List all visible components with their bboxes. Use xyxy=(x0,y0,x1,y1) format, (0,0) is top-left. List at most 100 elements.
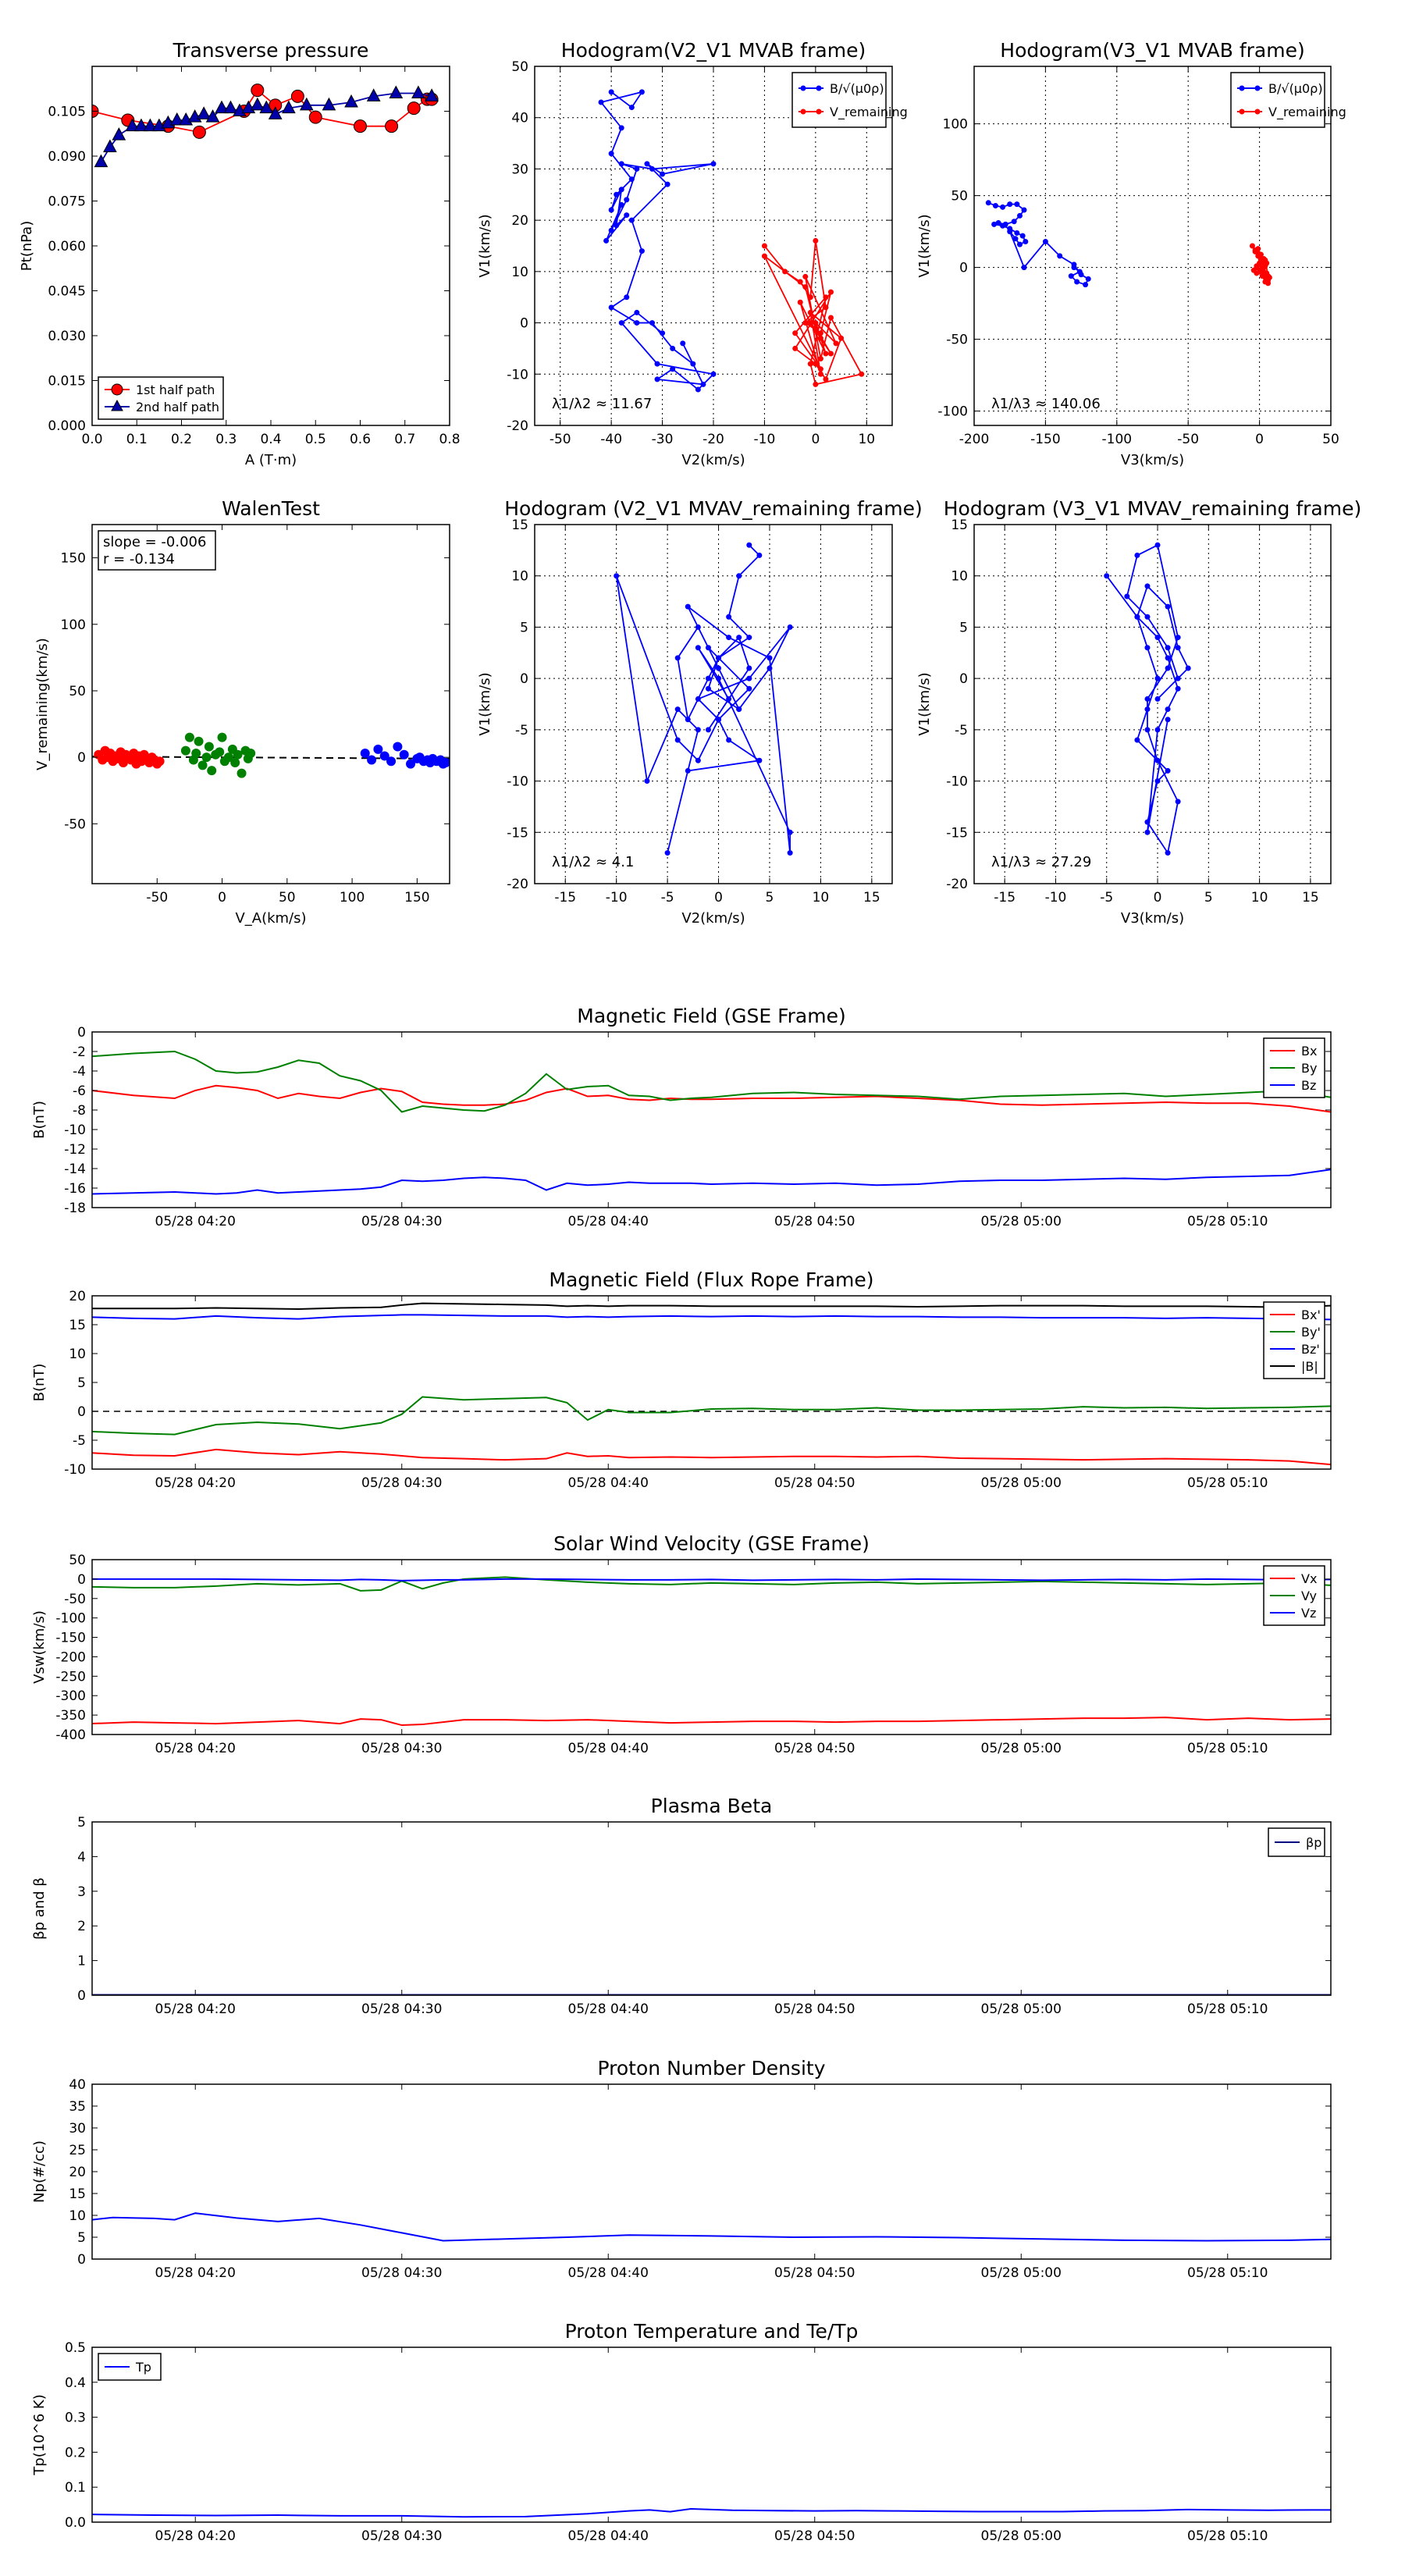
plot-frame xyxy=(91,1559,1332,1735)
marker-point xyxy=(1175,635,1181,641)
marker-point xyxy=(237,768,247,778)
y-tick-label: -10 xyxy=(507,774,528,790)
marker-point xyxy=(1083,282,1089,288)
y-tick-label: -4 xyxy=(73,1064,86,1080)
x-tick-label: 0 xyxy=(1154,890,1162,906)
x-tick-label: 05/28 04:20 xyxy=(155,2265,236,2281)
marker-point xyxy=(746,665,752,671)
marker-point xyxy=(705,645,711,651)
marker-point xyxy=(802,320,809,326)
chart-np: 05/28 04:20 05/28 04:30 05/28 04:40 05/28 0… xyxy=(31,2057,1332,2281)
x-tick-label: -5 xyxy=(661,890,674,906)
x-tick-label: 05/28 04:50 xyxy=(774,2528,855,2544)
y-tick-label: 15 xyxy=(951,518,968,533)
marker-point xyxy=(1154,778,1161,785)
marker-point xyxy=(155,756,165,767)
x-tick-label: -10 xyxy=(1045,890,1067,906)
marker-point xyxy=(1154,675,1161,681)
marker-triangle xyxy=(197,106,211,119)
legend-label: 2nd half path xyxy=(136,400,219,415)
legend-marker xyxy=(1239,85,1245,91)
marker-triangle xyxy=(112,127,126,141)
marker-point xyxy=(817,371,823,377)
marker-point xyxy=(1019,233,1026,239)
x-tick-label: 05/28 05:00 xyxy=(981,2001,1062,2017)
y-tick-label: 0.075 xyxy=(48,194,86,210)
y-tick-label: -5 xyxy=(515,723,528,738)
marker-point xyxy=(1165,655,1171,661)
marker-triangle xyxy=(205,109,220,123)
marker-point xyxy=(628,105,635,111)
y-tick-label: -50 xyxy=(946,333,968,348)
marker-triangle xyxy=(299,97,314,111)
legend-label: Bx xyxy=(1301,1044,1317,1059)
x-tick-label: -10 xyxy=(606,890,628,906)
y-tick-label: 5 xyxy=(520,620,528,635)
y-tick-label: 50 xyxy=(511,59,528,75)
marker-point xyxy=(608,227,614,233)
chart-title: Hodogram (V2_V1 MVAV_remaining frame) xyxy=(504,497,923,520)
series-line-0 xyxy=(92,2212,1331,2242)
chart-title: Hodogram(V3_V1 MVAB frame) xyxy=(1000,39,1304,62)
marker-triangle xyxy=(143,118,158,132)
x-tick-label: 0.0 xyxy=(81,432,102,447)
marker-point xyxy=(807,294,813,301)
x-tick-label: -15 xyxy=(994,890,1016,906)
y-tick-label: 50 xyxy=(69,1553,86,1568)
y-tick-label: 0 xyxy=(77,1572,86,1588)
marker-point xyxy=(608,151,614,157)
chart-title: Magnetic Field (Flux Rope Frame) xyxy=(549,1268,873,1291)
chart-h31: -200 -150 -100 -50 0 50 -100 -50 0 50 100 Hodogram(… xyxy=(916,39,1346,468)
marker-point xyxy=(598,99,604,105)
marker-point xyxy=(823,304,829,311)
marker-point xyxy=(1165,603,1171,610)
x-tick-label: 5 xyxy=(1204,890,1213,906)
legend: Vx Vy Vz xyxy=(1263,1565,1325,1626)
y-tick-label: 5 xyxy=(77,1815,86,1831)
marker-point xyxy=(670,366,676,372)
marker-point xyxy=(685,717,691,723)
marker-point xyxy=(379,751,389,761)
x-tick-label: 05/28 05:10 xyxy=(1187,1741,1268,1756)
x-tick-label: 05/28 04:30 xyxy=(361,1214,442,1229)
x-axis-label: V2(km/s) xyxy=(681,910,745,927)
marker-point xyxy=(664,850,670,856)
chart-h31r: -15 -10 -5 0 5 10 15-20-15-10-5051015Hodogram … xyxy=(916,497,1361,927)
marker-triangle xyxy=(134,118,148,132)
marker-point xyxy=(1255,246,1261,252)
y-tick-label: 50 xyxy=(69,684,86,699)
marker-point xyxy=(1012,236,1019,242)
y-tick-label: -20 xyxy=(507,877,528,892)
marker-point xyxy=(1165,850,1171,856)
marker-point xyxy=(705,685,711,692)
chart-beta: 05/28 04:20 05/28 04:30 05/28 04:40 05/28 0… xyxy=(31,1795,1332,2017)
x-tick-label: 50 xyxy=(279,890,296,906)
marker-point xyxy=(1144,727,1151,733)
x-tick-label: 0.3 xyxy=(215,432,237,447)
marker-point xyxy=(1185,665,1191,671)
x-tick-label: 05/28 04:30 xyxy=(361,2265,442,2281)
marker-point xyxy=(1085,276,1091,282)
marker-circle xyxy=(308,110,322,124)
legend-label: 1st half path xyxy=(136,382,215,397)
y-tick-label: 20 xyxy=(69,1289,86,1304)
y-tick-label: 0.015 xyxy=(48,374,86,390)
legend-marker xyxy=(816,85,822,91)
marker-point xyxy=(634,165,640,172)
y-tick-label: 35 xyxy=(69,2099,86,2115)
ratio-annotation: λ1/λ2 ≈ 4.1 xyxy=(552,854,634,870)
y-tick-label: -5 xyxy=(955,723,968,738)
x-tick-label: 05/28 04:30 xyxy=(361,1475,442,1491)
marker-point xyxy=(695,624,701,630)
legend: Bx' By' Bz' |B| xyxy=(1263,1301,1325,1379)
y-tick-label: -2 xyxy=(73,1044,86,1060)
y-axis-label: V_remaining(km/s) xyxy=(34,638,51,770)
legend-label: Bz' xyxy=(1301,1342,1320,1357)
y-tick-label: -14 xyxy=(64,1162,86,1177)
y-tick-label: -150 xyxy=(55,1631,86,1646)
x-tick-label: 05/28 04:30 xyxy=(361,2001,442,2017)
marker-point xyxy=(1021,207,1027,213)
marker-triangle xyxy=(259,100,274,114)
x-tick-label: 0.4 xyxy=(260,432,281,447)
marker-triangle xyxy=(268,106,283,119)
